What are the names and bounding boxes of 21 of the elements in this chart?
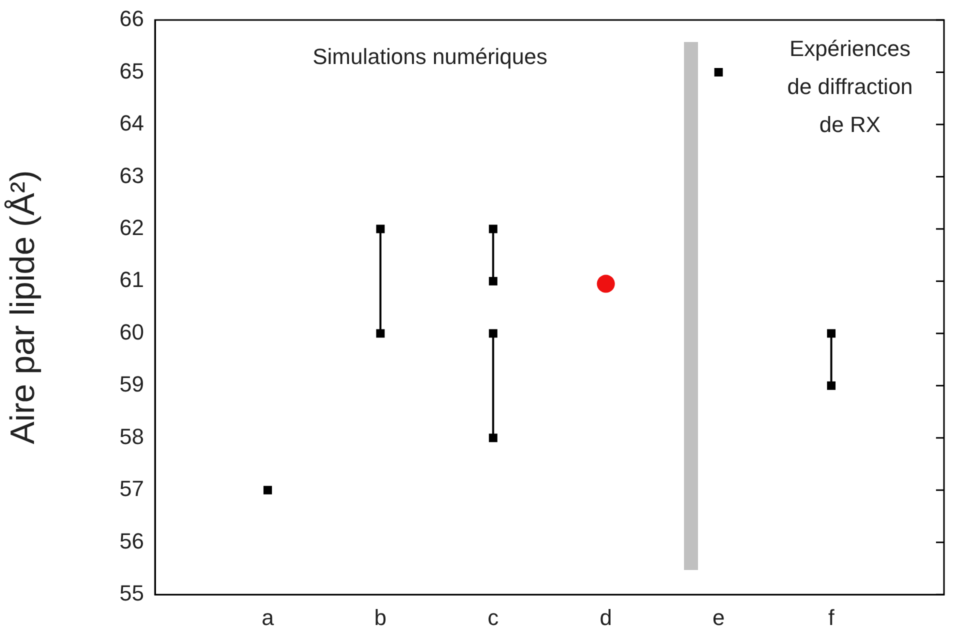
- y-tick-label: 63: [120, 162, 144, 188]
- y-tick-label: 60: [120, 319, 144, 344]
- y-tick-label: 59: [120, 372, 144, 397]
- y-tick-label: 58: [120, 424, 144, 449]
- y-tick-label: 66: [120, 6, 144, 32]
- x-tick-label: b: [374, 604, 387, 630]
- y-tick-label: 65: [120, 58, 144, 84]
- annotation: Expériences de diffraction de RX: [787, 36, 913, 138]
- x-tick-label: d: [600, 604, 612, 630]
- y-tick-label: 55: [120, 580, 144, 606]
- y-tick-label: 64: [120, 110, 144, 136]
- y-tick-label: 62: [120, 215, 144, 240]
- x-tick-label: e: [712, 604, 725, 630]
- annotation: Simulations numériques: [312, 44, 548, 70]
- y-axis-title: Aire par lipide (Å²): [4, 170, 42, 444]
- x-tick-label: c: [488, 604, 499, 630]
- y-tick-label: 56: [120, 528, 144, 554]
- y-tick-label: 57: [120, 476, 144, 502]
- x-tick-label: a: [262, 604, 275, 630]
- x-tick-label: f: [828, 604, 836, 630]
- y-tick-label: 61: [120, 267, 144, 292]
